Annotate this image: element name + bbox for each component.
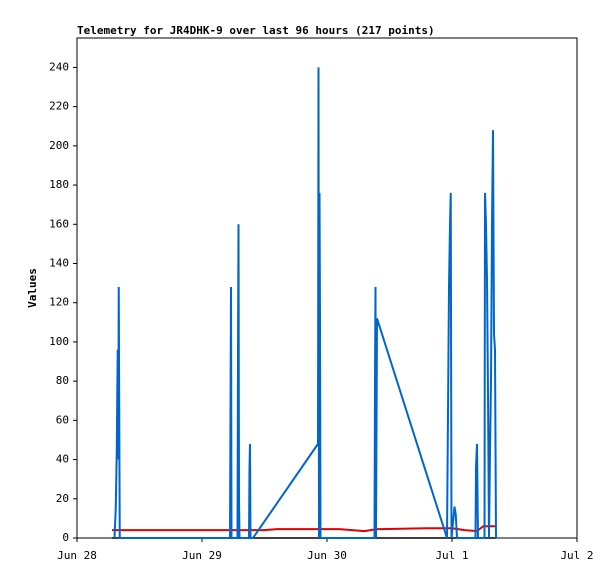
y-axis-label: Values xyxy=(26,268,39,308)
y-tick-label: 180 xyxy=(49,178,69,191)
y-tick-label: 80 xyxy=(56,374,69,387)
x-tick-label: Jun 29 xyxy=(182,549,222,562)
series-line xyxy=(113,67,497,539)
x-tick-label: Jul 1 xyxy=(435,549,468,562)
x-tick-label: Jul 2 xyxy=(560,549,593,562)
chart-title: Telemetry for JR4DHK-9 over last 96 hour… xyxy=(77,24,435,37)
y-tick-label: 220 xyxy=(49,100,69,113)
y-tick-label: 120 xyxy=(49,296,69,309)
y-tick-label: 60 xyxy=(56,413,69,426)
y-tick-label: 200 xyxy=(49,139,69,152)
y-tick-label: 140 xyxy=(49,256,69,269)
y-tick-label: 0 xyxy=(62,531,69,544)
x-tick-label: Jun 30 xyxy=(307,549,347,562)
y-tick-label: 160 xyxy=(49,217,69,230)
x-tick-label: Jun 28 xyxy=(57,549,97,562)
series-line xyxy=(112,525,496,533)
y-tick-label: 40 xyxy=(56,453,69,466)
y-tick-label: 100 xyxy=(49,335,69,348)
y-tick-label: 240 xyxy=(49,60,69,73)
y-tick-label: 20 xyxy=(56,492,69,505)
